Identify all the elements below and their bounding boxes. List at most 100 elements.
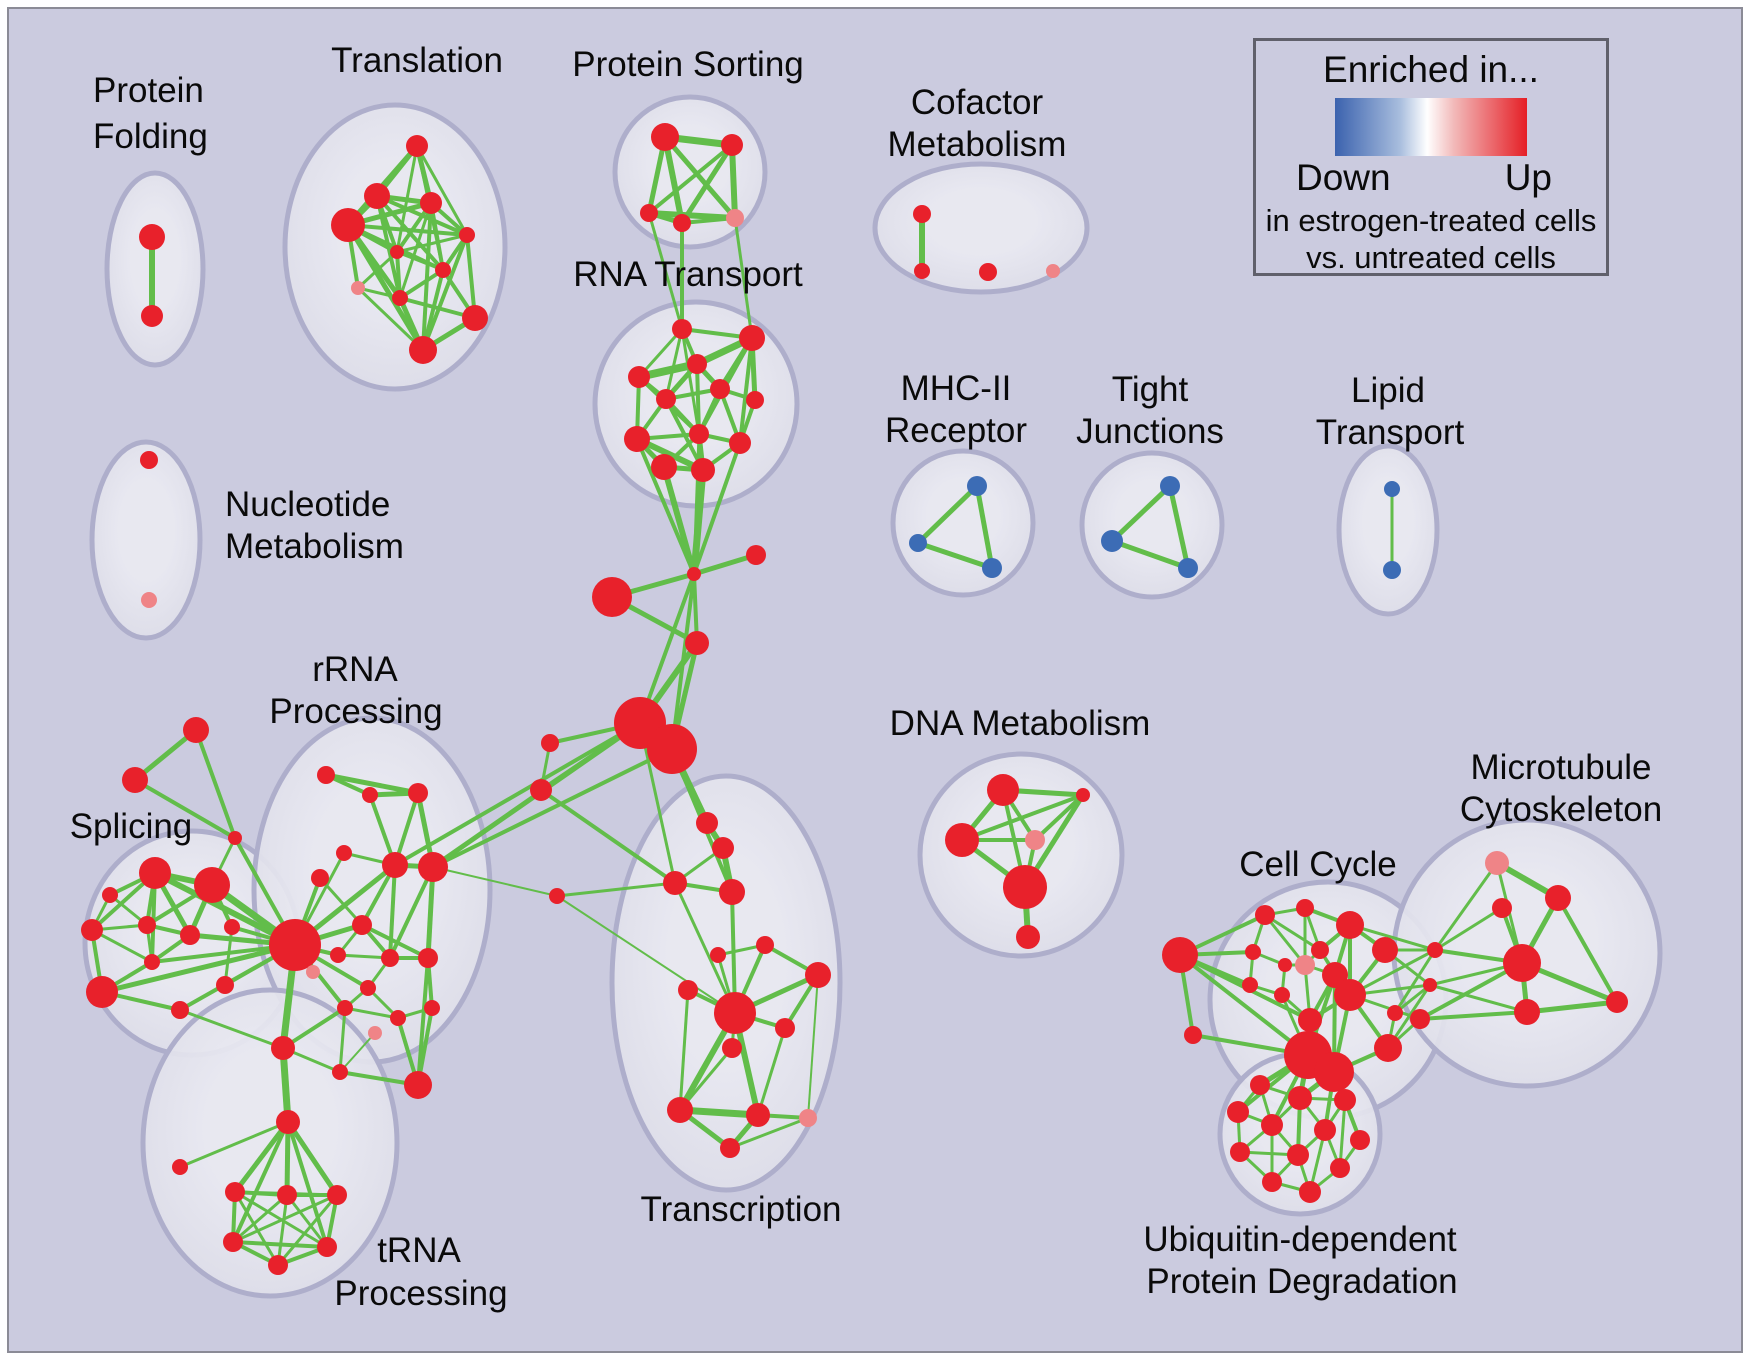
node-rt7 xyxy=(746,391,764,409)
node-rr14 xyxy=(337,1000,353,1016)
node-ub10 xyxy=(1330,1158,1350,1178)
node-sp11 xyxy=(216,976,234,994)
node-tr7 xyxy=(435,262,451,278)
node-mh1 xyxy=(967,476,987,496)
node-c6 xyxy=(647,724,697,774)
edge-cc17-br1 xyxy=(1393,949,1437,1014)
node-md1 xyxy=(271,1036,295,1060)
edge-rr17-rr18 xyxy=(339,1032,376,1073)
edge-cc1-cc5 xyxy=(1264,913,1321,952)
node-rr9 xyxy=(330,947,346,963)
legend-subtitle-line1: in estrogen-treated cells xyxy=(1265,203,1597,238)
edge-tr2-tr11 xyxy=(345,223,426,352)
node-dm5 xyxy=(1003,865,1047,909)
cluster-lipid-transport-label-line2: Transport xyxy=(1316,413,1465,452)
node-rr5 xyxy=(382,852,408,878)
node-rt5 xyxy=(656,389,676,409)
edge-c5-tx3 xyxy=(638,722,677,884)
edge-ps3-rt1 xyxy=(647,212,684,330)
edge-tr8-tr11 xyxy=(356,286,425,352)
node-rt8 xyxy=(624,426,650,452)
node-rt9 xyxy=(689,424,709,444)
cluster-protein-folding-label-line2: Folding xyxy=(93,117,208,156)
node-rr3 xyxy=(408,783,428,803)
cluster-lipid-transport-label-line1: Lipid xyxy=(1351,371,1425,410)
legend-down-label: Down xyxy=(1296,157,1391,198)
cluster-tight-junctions-label-line1: Tight xyxy=(1112,370,1189,409)
edge-tr7-tr9 xyxy=(398,268,445,300)
edge-mc3-br1 xyxy=(1434,906,1503,952)
node-pf1 xyxy=(139,224,165,250)
node-cf1 xyxy=(913,205,931,223)
node-rt2 xyxy=(739,325,765,351)
node-mc1 xyxy=(1485,851,1509,875)
cluster-nucleotide-metabolism-label-line1: Nucleotide xyxy=(225,485,390,524)
node-trh xyxy=(276,1110,300,1134)
node-cc6 xyxy=(1245,944,1261,960)
node-cc18 xyxy=(1184,1026,1202,1044)
node-sp8 xyxy=(144,954,160,970)
edge-rt1-rt9 xyxy=(680,328,701,435)
edge-tg1-tg3 xyxy=(194,729,237,839)
legend-subtitle-line2: vs. untreated cells xyxy=(1306,240,1556,275)
node-ub5 xyxy=(1261,1114,1283,1136)
node-rt4 xyxy=(628,366,650,388)
edge-tr4-tr7 xyxy=(429,202,445,271)
node-sp5 xyxy=(138,916,156,934)
node-ub8 xyxy=(1230,1142,1250,1162)
node-mc5 xyxy=(1514,999,1540,1025)
node-dm2 xyxy=(1076,788,1090,802)
edge-c5-rr5 xyxy=(393,721,642,867)
edge-trh-tn5 xyxy=(231,1121,290,1243)
node-sp6 xyxy=(180,925,200,945)
edge-tg1-tg2 xyxy=(133,728,198,782)
edge-tr1-tr5 xyxy=(415,145,469,236)
node-cc5 xyxy=(1311,941,1329,959)
node-rt10 xyxy=(729,432,751,454)
cluster-lipid-transport-ellipse xyxy=(1336,443,1440,617)
node-dm3 xyxy=(945,823,979,857)
node-rt3 xyxy=(687,354,707,374)
edge-rt11-c1 xyxy=(661,466,697,575)
node-mc4 xyxy=(1503,944,1541,982)
node-rr19 xyxy=(404,1071,432,1099)
node-sp1 xyxy=(139,857,171,889)
cluster-protein-folding-label-line1: Protein xyxy=(93,71,204,110)
edge-rt1-rt5 xyxy=(664,328,684,400)
node-tj1 xyxy=(1160,476,1180,496)
cluster-rna-transport-label-line1: RNA Transport xyxy=(573,255,803,294)
node-sp9 xyxy=(86,976,118,1008)
edge-cc1-cc8 xyxy=(1263,914,1307,966)
legend-up-label: Up xyxy=(1504,157,1552,198)
node-cc8 xyxy=(1295,955,1315,975)
node-tx12 xyxy=(667,1097,693,1123)
node-tx7 xyxy=(678,980,698,1000)
edge-cc0-cc15 xyxy=(1178,953,1310,1057)
edge-trh-tn1 xyxy=(179,1120,289,1169)
node-tn5 xyxy=(223,1232,243,1252)
node-tx15 xyxy=(720,1138,740,1158)
edge-trh-tn4 xyxy=(285,1120,340,1197)
edge-tx7-tx12 xyxy=(678,989,690,1111)
node-rr12 xyxy=(306,965,320,979)
node-rr8 xyxy=(352,915,372,935)
node-lt2 xyxy=(1383,561,1401,579)
cluster-rrna-processing-label-line1: rRNA xyxy=(312,650,398,689)
node-tr6 xyxy=(390,245,404,259)
edge-mc4-br3 xyxy=(1419,961,1523,1021)
edge-md1-rr14 xyxy=(281,1006,347,1050)
node-ps5 xyxy=(726,209,744,227)
node-rr7 xyxy=(311,869,329,887)
edge-rt10-c1 xyxy=(692,442,742,575)
node-pf2 xyxy=(141,305,163,327)
edge-tr5-tr6 xyxy=(396,233,468,254)
node-cc12 xyxy=(1334,979,1366,1011)
edge-ps2-ps5 xyxy=(729,144,738,219)
cluster-trna-processing-label-line2: Processing xyxy=(334,1274,507,1313)
node-tr2 xyxy=(331,208,365,242)
edge-mc2-mc6 xyxy=(1556,897,1619,1003)
node-cc17 xyxy=(1387,1005,1403,1021)
node-tg2 xyxy=(122,767,148,793)
node-cc14 xyxy=(1374,1034,1402,1062)
